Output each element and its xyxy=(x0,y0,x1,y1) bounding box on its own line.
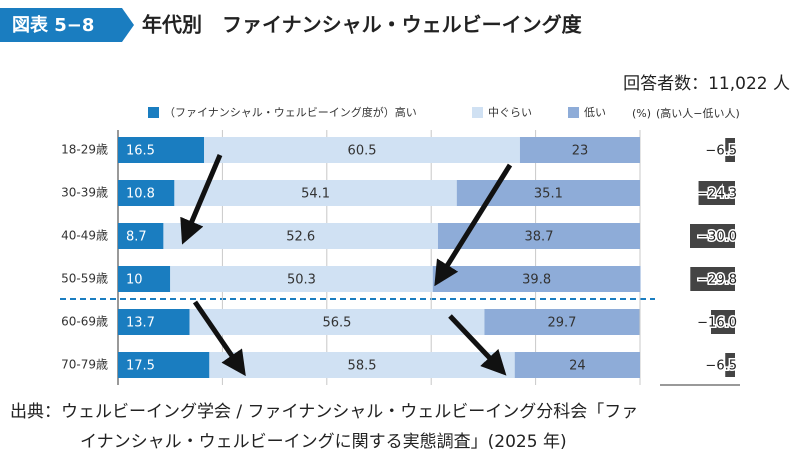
diff-label: −6.5 xyxy=(705,359,737,374)
data-label: 8.7 xyxy=(126,230,147,245)
source: 出典：ウェルビーイング学会 / ファイナンシャル・ウェルビーイング分科会「ファ xyxy=(10,402,638,422)
diff-bar xyxy=(725,353,735,377)
note: 回答者数：11,022 人 xyxy=(623,74,790,94)
data-label: 39.8 xyxy=(522,273,551,288)
source: イナンシャル・ウェルビーイングに関する実態調査」(2025 年) xyxy=(80,432,567,452)
data-label: 56.5 xyxy=(323,316,352,331)
diff-label: −16.0 xyxy=(697,316,737,331)
data-label: 23 xyxy=(572,144,589,159)
bar-segment xyxy=(118,137,205,163)
figure-label: 図表 5−8 xyxy=(12,14,94,36)
data-label: 52.6 xyxy=(286,230,315,245)
bar-segment xyxy=(118,352,210,378)
bar-segment xyxy=(189,309,485,335)
data-label: 10.8 xyxy=(126,187,155,202)
diff-bar xyxy=(690,267,735,291)
bar-segment xyxy=(514,352,640,378)
bar-segment xyxy=(118,266,171,292)
bar-segment xyxy=(209,352,515,378)
figure-badge xyxy=(0,8,134,42)
arrows xyxy=(180,154,513,377)
y-tick-label: 18-29歳 xyxy=(61,143,108,157)
data-label: 24 xyxy=(569,359,586,374)
legend-label: 低い xyxy=(584,106,606,119)
bar-segment xyxy=(118,309,190,335)
diff-label: −29.8 xyxy=(697,273,737,288)
data-label: 54.1 xyxy=(301,187,330,202)
diff-label: −30.0 xyxy=(697,230,737,245)
data-label: 58.5 xyxy=(348,359,377,374)
diff-bar xyxy=(711,310,735,334)
bar-segment xyxy=(432,266,641,292)
data-label: 29.7 xyxy=(547,316,576,331)
bar-segment xyxy=(170,266,433,292)
bar-segment xyxy=(174,180,457,206)
legend-swatch xyxy=(472,107,483,118)
legend-swatch xyxy=(568,107,579,118)
chart-title: 年代別 ファイナンシャル・ウェルビーイング度 xyxy=(142,13,583,37)
diff-bar xyxy=(725,138,735,162)
data-label: 50.3 xyxy=(287,273,316,288)
diff-bar xyxy=(698,181,735,205)
legend-label: （ファイナンシャル・ウェルビーイング度が）高い xyxy=(164,105,417,119)
diff-bar xyxy=(690,224,735,248)
bar-segment xyxy=(484,309,640,335)
y-tick-label: 40-49歳 xyxy=(61,229,108,243)
legend-label: 中ぐらい xyxy=(488,106,532,119)
bar-segment xyxy=(118,223,164,249)
bar-segment xyxy=(163,223,438,249)
y-tick-label: 30-39歳 xyxy=(61,186,108,200)
y-tick-label: 70-79歳 xyxy=(61,358,108,372)
diff-label: −24.3 xyxy=(697,187,737,202)
data-label: 16.5 xyxy=(126,144,155,159)
y-tick-label: 60-69歳 xyxy=(61,315,108,329)
data-label: 17.5 xyxy=(126,359,155,374)
bar-segment xyxy=(118,180,175,206)
data-label: 13.7 xyxy=(126,316,155,331)
data-label: 38.7 xyxy=(525,230,554,245)
diff-unit: (%) xyxy=(632,107,651,120)
legend-swatch xyxy=(148,107,159,118)
y-tick-label: 50-59歳 xyxy=(61,272,108,286)
data-label: 60.5 xyxy=(348,144,377,159)
diff-header: (高い人−低い人) xyxy=(656,106,740,120)
bar-segment xyxy=(204,137,520,163)
data-label: 35.1 xyxy=(534,187,563,202)
diff-label: −6.5 xyxy=(705,144,737,159)
bar-segment xyxy=(519,137,640,163)
data-label: 10 xyxy=(126,273,143,288)
